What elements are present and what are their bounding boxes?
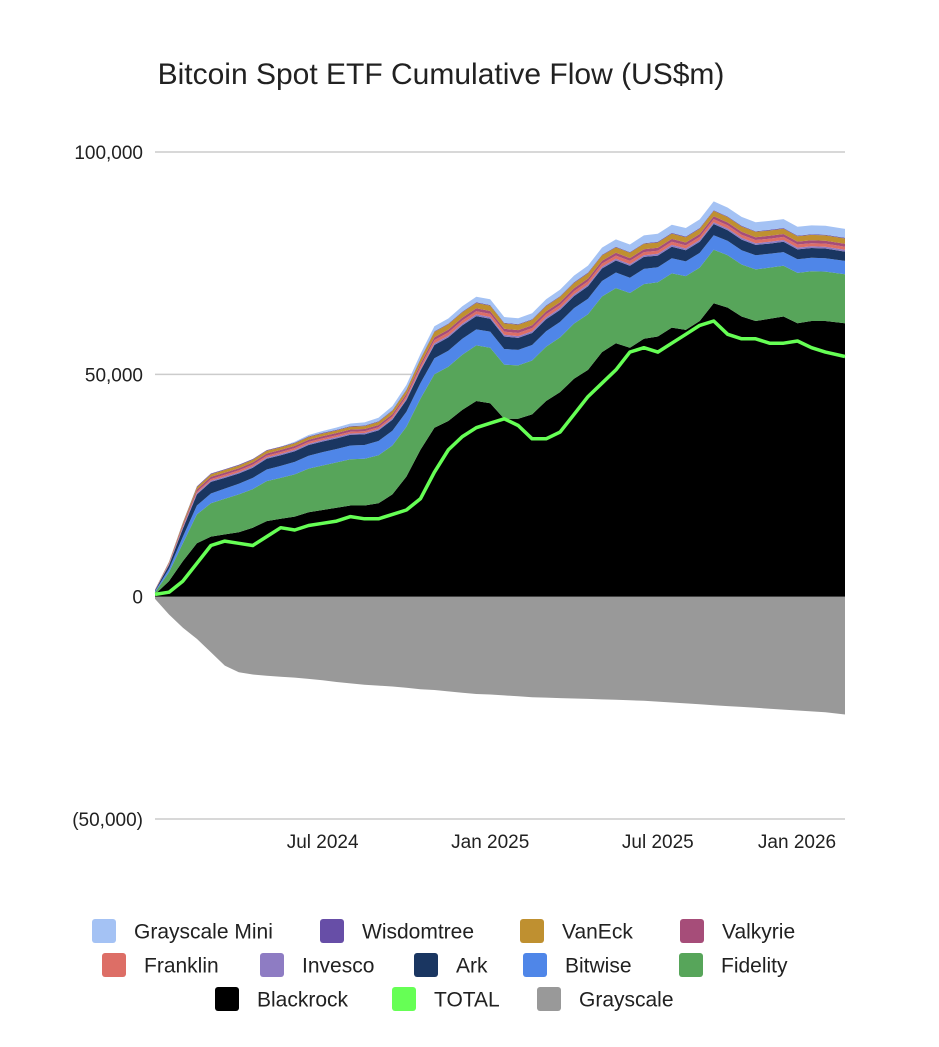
x-tick-label: Jul 2024 [287, 832, 359, 853]
legend-label: Fidelity [721, 955, 788, 978]
legend-swatch [215, 987, 239, 1011]
legend-item-vaneck: VanEck [520, 919, 633, 944]
legend-label: VanEck [562, 921, 633, 944]
legend-label: Valkyrie [722, 921, 795, 944]
legend-swatch [92, 919, 116, 943]
area-grayscale [155, 596, 845, 715]
legend-label: Invesco [302, 955, 374, 978]
y-tick-label: 0 [132, 588, 143, 609]
legend-swatch [537, 987, 561, 1011]
x-tick-label: Jan 2025 [451, 832, 529, 853]
legend-item-ark: Ark [414, 953, 488, 978]
legend: Grayscale Mini Wisdomtree VanEck Valkyrie Fr… [92, 919, 795, 1012]
legend-item-grayscale: Grayscale [537, 987, 674, 1012]
y-axis-labels: 100,000 50,000 0 (50,000) [72, 143, 143, 831]
legend-item-invesco: Invesco [260, 953, 374, 978]
legend-swatch [102, 953, 126, 977]
legend-label: Grayscale [579, 989, 674, 1012]
legend-swatch [260, 953, 284, 977]
legend-label: Blackrock [257, 989, 349, 1012]
y-tick-label: (50,000) [72, 810, 143, 831]
legend-label: Franklin [144, 955, 219, 978]
legend-label: Ark [456, 955, 488, 978]
legend-label: Grayscale Mini [134, 921, 273, 944]
legend-swatch [320, 919, 344, 943]
legend-swatch [392, 987, 416, 1011]
legend-item-valkyrie: Valkyrie [680, 919, 795, 944]
legend-label: TOTAL [434, 989, 500, 1012]
x-tick-label: Jan 2026 [758, 832, 836, 853]
legend-label: Bitwise [565, 955, 632, 978]
y-tick-label: 50,000 [85, 365, 143, 386]
legend-swatch [680, 919, 704, 943]
x-axis-labels: Jul 2024 Jan 2025 Jul 2025 Jan 2026 [287, 832, 836, 853]
legend-swatch [679, 953, 703, 977]
legend-item-wisdomtree: Wisdomtree [320, 919, 474, 944]
legend-item-franklin: Franklin [102, 953, 219, 978]
legend-item-blackrock: Blackrock [215, 987, 349, 1012]
total-line-layer [154, 319, 846, 597]
legend-swatch [523, 953, 547, 977]
legend-swatch [520, 919, 544, 943]
legend-item-fidelity: Fidelity [679, 953, 788, 978]
line-total [154, 319, 846, 597]
chart-title: Bitcoin Spot ETF Cumulative Flow (US$m) [158, 58, 725, 91]
x-tick-label: Jul 2025 [622, 832, 694, 853]
legend-swatch [414, 953, 438, 977]
legend-item-grayscale-mini: Grayscale Mini [92, 919, 273, 944]
legend-item-bitwise: Bitwise [523, 953, 632, 978]
y-tick-label: 100,000 [74, 143, 143, 164]
legend-item-total: TOTAL [392, 987, 500, 1012]
area-fidelity [155, 249, 845, 595]
legend-label: Wisdomtree [362, 921, 474, 944]
